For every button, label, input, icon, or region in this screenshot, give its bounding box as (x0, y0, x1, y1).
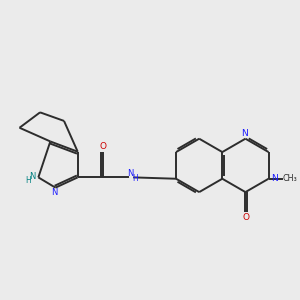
Text: N: N (127, 169, 134, 178)
Text: O: O (242, 213, 249, 222)
Text: H: H (25, 176, 31, 185)
Text: N: N (271, 174, 278, 183)
Text: O: O (100, 142, 107, 151)
Text: N: N (241, 129, 248, 138)
Text: N: N (29, 172, 35, 181)
Text: N: N (51, 188, 58, 197)
Text: CH₃: CH₃ (283, 174, 298, 183)
Text: H: H (132, 174, 138, 183)
